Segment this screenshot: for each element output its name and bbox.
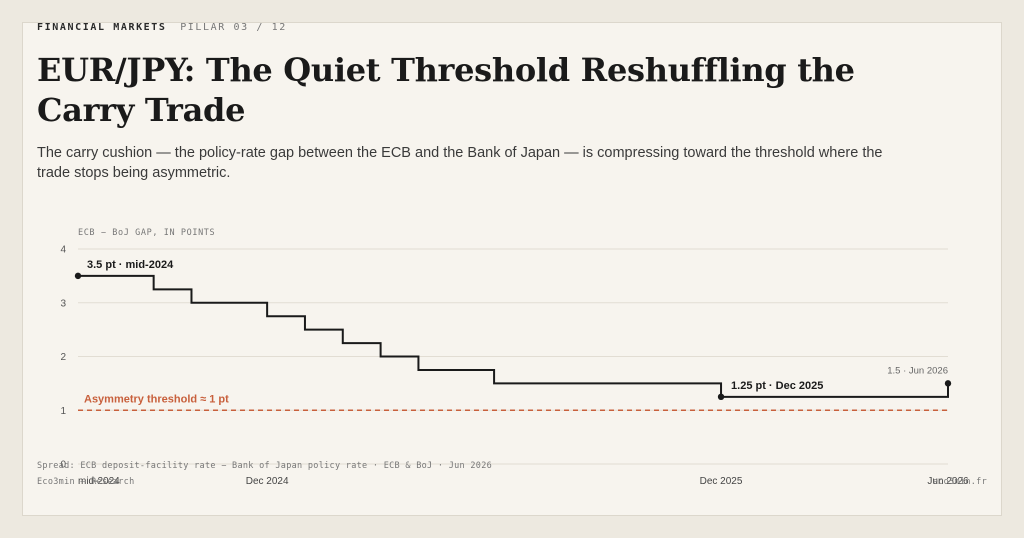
y-tick-label: 2 — [60, 352, 66, 363]
annotation-label: 1.5 · Jun 2026 — [887, 365, 948, 376]
page-title: EUR/JPY: The Quiet Threshold Reshuffling… — [37, 51, 855, 129]
series-line — [78, 274, 949, 398]
annotation-layer: 3.5 pt · mid-2024 1.25 pt · Dec 2025 1.5 ·… — [74, 259, 952, 401]
x-tick-label: Jun 2026 — [927, 476, 969, 487]
x-tick-label: Dec 2024 — [246, 476, 289, 487]
pillar-label: PILLAR 03 / 12 — [180, 22, 287, 33]
threshold-label: Asymmetry threshold ≈ 1 pt — [84, 393, 229, 405]
kicker: FINANCIAL MARKETS PILLAR 03 / 12 — [37, 22, 287, 33]
x-tick-label: mid-2024 — [78, 476, 120, 487]
page-subtitle: The carry cushion — the policy-rate gap … — [37, 145, 883, 181]
grid-layer — [78, 248, 948, 465]
y-tick-label: 3 — [60, 298, 66, 309]
threshold-layer: Asymmetry threshold ≈ 1 pt — [78, 393, 948, 411]
site-link[interactable]: eco3min.fr — [932, 477, 987, 487]
brand-label: Eco3min — Research — [37, 477, 135, 487]
section-label: FINANCIAL MARKETS — [37, 22, 167, 33]
annotation-label: 3.5 pt · mid-2024 — [87, 259, 174, 271]
x-tick-label: Dec 2025 — [700, 476, 743, 487]
annotation-point — [74, 272, 82, 280]
source-note: Spread: ECB deposit-facility rate − Bank… — [37, 461, 493, 471]
axis-layer: ECB − BoJ GAP, IN POINTS 0 1 2 3 4 mid-2024 Dec… — [60, 228, 969, 487]
annotation-label: 1.25 pt · Dec 2025 — [731, 380, 823, 392]
annotation-point — [717, 393, 725, 401]
y-axis-label: ECB − BoJ GAP, IN POINTS — [78, 228, 215, 238]
y-tick-label: 0 — [60, 460, 66, 471]
y-tick-label: 1 — [60, 406, 66, 417]
chart-card — [22, 22, 1002, 516]
annotation-point — [944, 380, 952, 387]
y-tick-label: 4 — [60, 245, 66, 256]
series-layer — [78, 274, 949, 398]
